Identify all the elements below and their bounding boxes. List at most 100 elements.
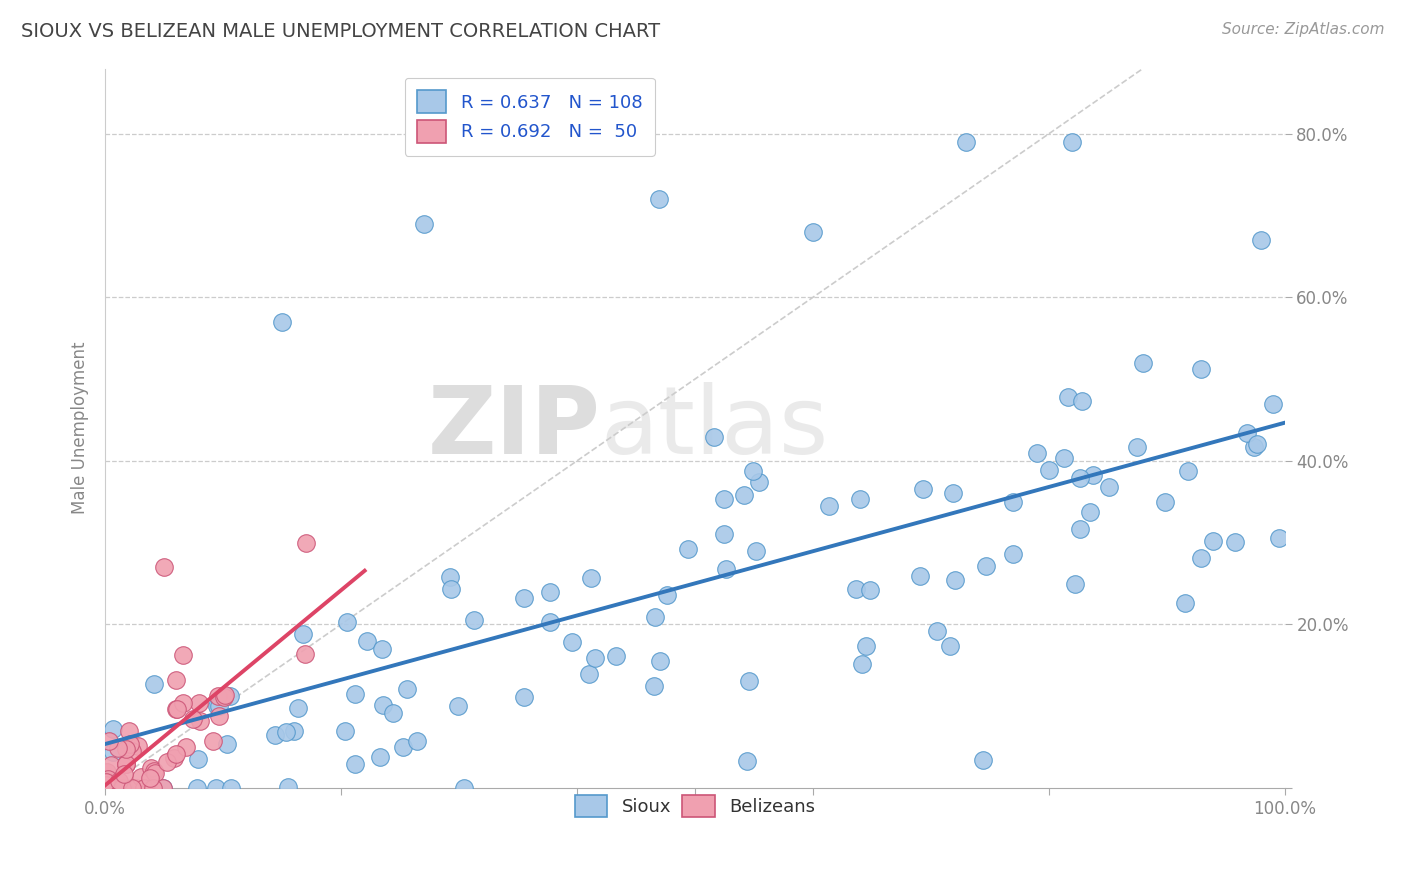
Point: [439, 570, 461, 584]
Point: [943, 574, 966, 588]
Point: [107, 780, 129, 795]
Point: [97, 772, 120, 786]
Point: [845, 582, 868, 597]
Point: [1177, 464, 1199, 478]
Point: [207, 698, 229, 713]
Point: [142, 764, 165, 779]
Point: [283, 724, 305, 739]
Point: [96, 778, 118, 792]
Point: [716, 562, 738, 576]
Point: [94, 780, 117, 795]
Y-axis label: Male Unemployment: Male Unemployment: [72, 342, 89, 515]
Point: [115, 742, 138, 756]
Point: [172, 648, 194, 663]
Point: [1268, 531, 1291, 545]
Point: [166, 702, 188, 716]
Point: [1070, 393, 1092, 408]
Point: [941, 485, 963, 500]
Point: [294, 535, 316, 549]
Point: [143, 766, 166, 780]
Point: [187, 696, 209, 710]
Point: [463, 613, 485, 627]
Point: [1154, 495, 1177, 509]
Point: [512, 591, 534, 605]
Point: [908, 568, 931, 582]
Point: [368, 749, 391, 764]
Point: [648, 192, 671, 206]
Point: [132, 780, 155, 795]
Point: [335, 724, 357, 739]
Point: [648, 654, 671, 668]
Point: [277, 780, 299, 794]
Point: [114, 756, 136, 771]
Point: [371, 698, 394, 713]
Point: [181, 712, 204, 726]
Point: [1098, 480, 1121, 494]
Point: [578, 666, 600, 681]
Point: [1038, 463, 1060, 477]
Point: [287, 701, 309, 715]
Point: [142, 780, 165, 795]
Point: [925, 624, 948, 639]
Point: [274, 725, 297, 739]
Point: [1246, 436, 1268, 450]
Point: [139, 761, 162, 775]
Point: [219, 780, 242, 795]
Point: [153, 560, 176, 574]
Point: [202, 734, 225, 748]
Point: [405, 733, 427, 747]
Point: [912, 483, 935, 497]
Point: [713, 527, 735, 541]
Point: [1053, 451, 1076, 466]
Point: [1236, 425, 1258, 440]
Point: [1069, 471, 1091, 485]
Point: [440, 582, 463, 596]
Point: [643, 679, 665, 693]
Point: [742, 464, 765, 478]
Text: atlas: atlas: [600, 382, 828, 475]
Point: [1078, 505, 1101, 519]
Point: [453, 780, 475, 795]
Point: [735, 754, 758, 768]
Point: [214, 688, 236, 702]
Point: [561, 634, 583, 648]
Point: [139, 771, 162, 785]
Point: [1223, 535, 1246, 549]
Point: [186, 780, 208, 795]
Point: [1202, 534, 1225, 549]
Point: [538, 585, 561, 599]
Point: [1243, 440, 1265, 454]
Point: [118, 723, 141, 738]
Point: [858, 582, 880, 597]
Point: [447, 698, 470, 713]
Point: [212, 690, 235, 704]
Point: [851, 657, 873, 671]
Point: [143, 677, 166, 691]
Point: [1002, 547, 1025, 561]
Point: [1026, 446, 1049, 460]
Point: [165, 673, 187, 687]
Point: [94, 774, 117, 789]
Point: [187, 751, 209, 765]
Point: [703, 430, 725, 444]
Point: [174, 740, 197, 755]
Point: [100, 758, 122, 772]
Point: [121, 743, 143, 757]
Point: [738, 674, 761, 689]
Point: [1189, 550, 1212, 565]
Point: [207, 689, 229, 703]
Point: [129, 770, 152, 784]
Point: [1069, 522, 1091, 536]
Point: [713, 492, 735, 507]
Point: [121, 780, 143, 795]
Point: [112, 766, 135, 780]
Point: [513, 690, 536, 704]
Point: [1189, 361, 1212, 376]
Point: [344, 687, 367, 701]
Point: [676, 542, 699, 557]
Point: [291, 627, 314, 641]
Point: [155, 756, 177, 770]
Point: [1002, 495, 1025, 509]
Point: [955, 135, 977, 149]
Point: [1126, 441, 1149, 455]
